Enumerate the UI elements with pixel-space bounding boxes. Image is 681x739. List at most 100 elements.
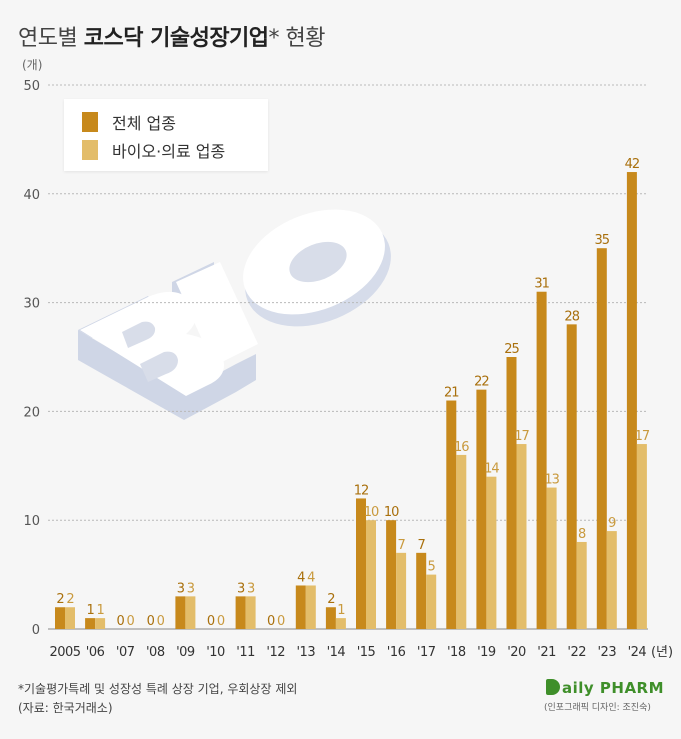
y-tick-label: 30 xyxy=(23,297,40,312)
x-tick-label: '21 xyxy=(537,645,556,660)
title-part-1: 연도별 xyxy=(18,26,84,51)
bar-total xyxy=(536,291,547,629)
x-tick-label: '20 xyxy=(507,645,526,660)
data-label-bio: 0 xyxy=(127,614,135,629)
x-tick-label: '23 xyxy=(597,645,616,660)
bar-bio xyxy=(95,618,106,629)
x-tick-label: '19 xyxy=(477,645,496,660)
bar-total xyxy=(295,585,306,629)
x-tick-label: '15 xyxy=(357,645,376,660)
data-label-bio: 4 xyxy=(307,570,315,585)
x-tick-label: '13 xyxy=(296,645,315,660)
data-label-bio: 0 xyxy=(277,614,285,629)
legend-swatch-bio xyxy=(82,140,98,160)
bar-bio xyxy=(486,476,497,629)
data-label-total: 42 xyxy=(625,157,640,172)
legend-item-bio: 바이오·의료 업종 xyxy=(82,139,225,161)
bar-total xyxy=(596,248,607,629)
data-label-total: 12 xyxy=(354,483,369,498)
bar-total xyxy=(416,552,427,629)
data-label-total: 3 xyxy=(177,581,185,596)
data-label-bio: 17 xyxy=(514,429,529,444)
bar-bio xyxy=(456,454,467,629)
designer-credit: (인포그래픽 디자인: 조진숙) xyxy=(544,703,651,713)
legend-label-total: 전체 업종 xyxy=(112,114,176,133)
x-tick-label: '24 xyxy=(628,645,647,660)
title-part-2: 코스닥 기술성장기업 xyxy=(83,26,269,51)
bar-bio xyxy=(516,444,527,629)
y-tick-label: 50 xyxy=(23,79,40,94)
data-label-total: 0 xyxy=(207,614,215,629)
bar-bio xyxy=(636,444,647,629)
data-label-total: 22 xyxy=(474,375,489,390)
x-tick-label: '06 xyxy=(86,645,105,660)
bar-bio xyxy=(305,585,316,629)
data-label-total: 10 xyxy=(384,505,399,520)
data-label-bio: 7 xyxy=(397,538,405,553)
y-tick-label: 0 xyxy=(32,623,40,638)
chart-legend: 전체 업종 바이오·의료 업종 xyxy=(64,99,268,171)
data-label-total: 2 xyxy=(56,592,63,607)
x-tick-label: '17 xyxy=(417,645,436,660)
bar-bio xyxy=(576,541,587,629)
chart-title: 연도별 코스닥 기술성장기업* 현황 xyxy=(18,20,326,52)
bar-total xyxy=(446,400,457,629)
y-tick-label: 10 xyxy=(23,514,40,529)
data-label-bio: 8 xyxy=(578,527,586,542)
x-tick-label: '18 xyxy=(447,645,466,660)
x-tick-label: '11 xyxy=(236,645,255,660)
data-label-bio: 10 xyxy=(364,505,379,520)
bar-total xyxy=(626,172,637,630)
bar-total xyxy=(506,357,517,629)
y-axis-unit: (개) xyxy=(22,58,43,72)
bar-total xyxy=(175,596,186,629)
data-label-bio: 9 xyxy=(608,516,616,531)
bar-total xyxy=(325,607,336,629)
data-label-total: 7 xyxy=(418,538,426,553)
bar-bio xyxy=(606,531,617,629)
data-label-total: 1 xyxy=(86,603,94,618)
x-axis-unit: (년) xyxy=(651,645,673,660)
data-label-total: 21 xyxy=(444,386,459,401)
dailypharm-logo: aily PHARM xyxy=(546,679,664,697)
data-label-total: 0 xyxy=(267,614,275,629)
bar-total xyxy=(386,520,397,629)
footnote: *기술평가특례 및 성장성 특례 상장 기업, 우회상장 제외 (자료: 한국거… xyxy=(18,680,297,718)
data-label-bio: 5 xyxy=(428,560,436,575)
x-tick-label: '07 xyxy=(116,645,135,660)
data-label-bio: 3 xyxy=(187,581,195,596)
data-label-total: 28 xyxy=(564,309,579,324)
bar-total xyxy=(235,596,246,629)
bar-total xyxy=(476,389,487,629)
x-tick-label: 2005 xyxy=(49,645,80,660)
bar-total xyxy=(566,324,577,629)
data-label-total: 3 xyxy=(237,581,245,596)
logo-d-mark xyxy=(546,679,560,695)
data-label-total: 31 xyxy=(534,277,549,292)
legend-swatch-total xyxy=(82,112,98,132)
data-label-total: 0 xyxy=(147,614,155,629)
bar-total xyxy=(85,618,96,629)
data-label-bio: 2 xyxy=(66,592,73,607)
data-label-total: 35 xyxy=(595,233,610,248)
x-tick-label: '08 xyxy=(146,645,165,660)
data-label-bio: 0 xyxy=(217,614,225,629)
x-tick-label: '16 xyxy=(387,645,406,660)
data-label-bio: 3 xyxy=(247,581,255,596)
logo-text: aily PHARM xyxy=(562,679,665,697)
data-label-bio: 0 xyxy=(157,614,165,629)
bar-bio xyxy=(396,552,407,629)
data-label-total: 25 xyxy=(504,342,519,357)
footnote-line-1: *기술평가특례 및 성장성 특례 상장 기업, 우회상장 제외 xyxy=(18,682,298,696)
data-label-bio: 17 xyxy=(635,429,650,444)
data-label-bio: 13 xyxy=(544,473,559,488)
bar-bio xyxy=(546,487,557,629)
x-tick-label: '14 xyxy=(327,645,346,660)
y-tick-label: 40 xyxy=(23,188,40,203)
data-label-total: 0 xyxy=(117,614,125,629)
bar-bio xyxy=(426,574,437,629)
bar-total xyxy=(55,607,65,629)
data-label-total: 2 xyxy=(327,592,334,607)
y-tick-label: 20 xyxy=(23,405,40,420)
